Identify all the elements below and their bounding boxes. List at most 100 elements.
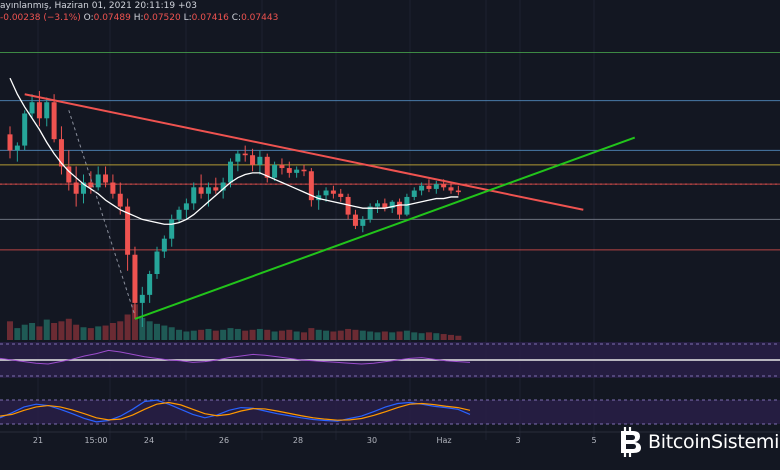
volume-bar	[21, 324, 28, 340]
volume-bar	[345, 328, 352, 340]
candle-body	[7, 134, 13, 151]
volume-bar	[183, 331, 190, 340]
candle-body	[426, 185, 432, 189]
volume-bar	[198, 329, 205, 340]
candle-body	[103, 174, 109, 183]
chart-header-line1: ayınlanmış, Haziran 01, 2021 20:11:19 +0…	[0, 1, 197, 11]
candle-body	[250, 155, 256, 165]
candle-body	[433, 184, 439, 189]
volume-bar	[168, 327, 175, 340]
volume-bar	[190, 330, 197, 340]
volume-bar	[51, 323, 58, 340]
candlesticks	[7, 91, 461, 327]
candle-body	[301, 169, 307, 172]
candle-body	[161, 238, 167, 252]
volume-bar	[301, 332, 307, 340]
candle-body	[345, 196, 351, 215]
candle-body	[205, 187, 211, 194]
support-trendline[interactable]	[134, 136, 636, 320]
volume-bar	[359, 330, 366, 340]
brand-text: BitcoinSistemi	[648, 431, 780, 453]
candle-body	[176, 209, 182, 220]
candle-body	[29, 102, 35, 114]
volume-bar	[227, 328, 234, 340]
volume-bar	[381, 331, 388, 340]
price-levels	[0, 51, 780, 251]
stochastic-band	[0, 400, 780, 424]
candle-body	[198, 187, 204, 194]
candle-body	[330, 190, 336, 194]
candle-body	[338, 193, 344, 197]
rsi-line	[0, 349, 471, 365]
dashed-projection-line	[68, 110, 136, 316]
time-tick-label: 5	[591, 436, 596, 445]
candle-body	[441, 184, 447, 188]
volume-bar	[323, 330, 330, 340]
time-tick-label: 24	[144, 436, 154, 445]
moving-average-line	[9, 77, 459, 225]
time-tick-label: 28	[293, 436, 303, 445]
candle-body	[58, 139, 64, 167]
volume-bar	[249, 329, 256, 340]
candle-body	[279, 164, 285, 169]
time-axis: 21 15:00 24 26 28 30 Haz 3 5	[0, 431, 780, 445]
volume-bar	[234, 328, 241, 340]
candle-body	[286, 168, 292, 173]
time-tick-label: 15:00	[84, 436, 107, 445]
candle-body	[213, 187, 219, 191]
candle-body	[228, 161, 233, 183]
volume-bar	[293, 331, 300, 340]
header-low-label: L:	[183, 13, 192, 23]
moving-average	[9, 77, 459, 225]
volume-bar	[131, 304, 138, 340]
candle-body	[22, 113, 28, 146]
volume-bar	[440, 334, 447, 340]
volume-bar	[455, 335, 462, 340]
stochastic-d-line	[0, 401, 471, 421]
header-change: -0.00238 (−3.1%)	[0, 13, 81, 23]
volume-bar	[352, 329, 359, 340]
header-high-label: H:	[133, 13, 144, 23]
volume-bar	[109, 323, 116, 340]
volume-bar	[337, 330, 344, 340]
bitcoin-logo-icon	[621, 427, 641, 457]
candle-body	[323, 190, 329, 196]
candle-body	[125, 206, 131, 255]
volume-bar	[73, 324, 80, 340]
volume-bar	[433, 333, 440, 340]
volume-bar	[29, 323, 36, 340]
volume-bar	[102, 325, 109, 340]
candle-body	[169, 219, 175, 239]
candle-body	[36, 102, 42, 119]
time-tick-label: Haz	[436, 436, 451, 445]
volume-bar	[425, 332, 432, 340]
volume-bar	[242, 330, 249, 340]
volume-bar	[264, 329, 271, 340]
stochastic-k-line	[0, 399, 471, 423]
volume-bar	[220, 329, 227, 340]
volume-bar	[286, 329, 293, 340]
header-open: 0.07489	[93, 13, 131, 23]
oscillator-panel-2	[0, 399, 780, 425]
candle-body	[316, 195, 322, 201]
volume-bar	[65, 318, 72, 340]
header-close: 0.07443	[241, 13, 279, 23]
volume-bar	[124, 314, 131, 340]
candle-body	[235, 153, 241, 162]
candle-body	[264, 156, 270, 178]
volume-bar	[278, 330, 285, 340]
volume-bar	[205, 328, 212, 340]
trendlines	[24, 93, 636, 320]
candle-body	[88, 182, 94, 188]
candle-body	[411, 190, 417, 197]
time-tick-label: 21	[33, 436, 43, 445]
candle-body	[257, 156, 263, 165]
candle-body	[404, 196, 410, 215]
volume-bar	[176, 329, 183, 340]
volume-bar	[418, 333, 425, 340]
candle-body	[110, 182, 116, 194]
header-low: 0.07416	[191, 13, 229, 23]
volume-bar	[87, 328, 94, 340]
